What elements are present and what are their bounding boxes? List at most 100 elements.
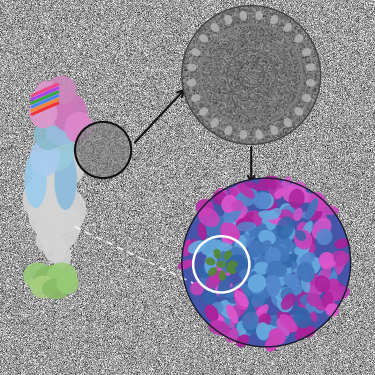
Ellipse shape xyxy=(246,284,258,296)
Ellipse shape xyxy=(231,200,244,211)
Ellipse shape xyxy=(259,215,280,233)
Ellipse shape xyxy=(187,79,196,87)
Ellipse shape xyxy=(280,273,292,293)
Ellipse shape xyxy=(307,257,321,274)
Ellipse shape xyxy=(290,282,302,295)
Ellipse shape xyxy=(294,267,313,277)
Ellipse shape xyxy=(215,220,234,240)
Ellipse shape xyxy=(255,10,263,20)
Ellipse shape xyxy=(28,189,69,238)
Ellipse shape xyxy=(255,130,263,140)
Ellipse shape xyxy=(243,182,261,192)
Ellipse shape xyxy=(298,293,311,310)
Ellipse shape xyxy=(258,230,276,245)
Ellipse shape xyxy=(267,261,280,272)
Ellipse shape xyxy=(267,251,276,263)
Ellipse shape xyxy=(271,276,284,289)
Ellipse shape xyxy=(178,260,194,270)
Ellipse shape xyxy=(223,314,238,328)
Ellipse shape xyxy=(276,209,288,226)
Ellipse shape xyxy=(309,192,326,211)
Ellipse shape xyxy=(254,258,270,274)
Ellipse shape xyxy=(306,301,316,313)
Ellipse shape xyxy=(248,274,266,292)
Ellipse shape xyxy=(230,292,244,306)
Ellipse shape xyxy=(258,193,274,209)
Ellipse shape xyxy=(268,264,283,280)
Ellipse shape xyxy=(251,293,265,308)
Ellipse shape xyxy=(256,322,270,340)
Ellipse shape xyxy=(297,291,310,305)
Ellipse shape xyxy=(256,255,277,270)
Ellipse shape xyxy=(253,249,274,269)
Ellipse shape xyxy=(244,229,255,239)
Ellipse shape xyxy=(243,312,261,333)
Ellipse shape xyxy=(51,93,87,132)
Ellipse shape xyxy=(280,225,296,242)
Ellipse shape xyxy=(266,261,279,276)
Ellipse shape xyxy=(43,150,84,188)
Ellipse shape xyxy=(214,250,231,268)
Ellipse shape xyxy=(293,307,311,328)
Ellipse shape xyxy=(224,15,232,24)
Ellipse shape xyxy=(236,209,250,222)
Ellipse shape xyxy=(260,234,272,257)
Ellipse shape xyxy=(232,282,248,297)
Ellipse shape xyxy=(262,267,277,280)
Ellipse shape xyxy=(307,231,315,254)
Ellipse shape xyxy=(240,224,256,236)
Ellipse shape xyxy=(266,224,278,238)
Ellipse shape xyxy=(330,251,350,266)
Ellipse shape xyxy=(267,178,277,190)
Ellipse shape xyxy=(319,266,332,284)
Ellipse shape xyxy=(260,255,277,272)
Ellipse shape xyxy=(258,186,274,206)
Ellipse shape xyxy=(334,238,349,249)
Ellipse shape xyxy=(243,210,263,228)
Ellipse shape xyxy=(322,303,336,313)
Ellipse shape xyxy=(256,240,272,255)
Ellipse shape xyxy=(220,222,240,242)
Ellipse shape xyxy=(306,206,322,221)
Ellipse shape xyxy=(240,10,247,20)
Ellipse shape xyxy=(294,34,303,43)
Ellipse shape xyxy=(64,112,93,143)
Ellipse shape xyxy=(239,257,258,278)
Ellipse shape xyxy=(231,202,248,219)
Ellipse shape xyxy=(198,264,216,278)
Ellipse shape xyxy=(324,279,339,293)
Ellipse shape xyxy=(285,280,297,292)
Ellipse shape xyxy=(228,247,240,259)
Ellipse shape xyxy=(213,249,221,259)
Ellipse shape xyxy=(274,279,287,293)
Ellipse shape xyxy=(239,256,251,264)
Ellipse shape xyxy=(282,273,296,284)
Ellipse shape xyxy=(256,255,272,269)
Ellipse shape xyxy=(240,130,247,140)
Ellipse shape xyxy=(248,243,266,262)
Ellipse shape xyxy=(279,209,294,223)
Ellipse shape xyxy=(268,231,285,248)
Ellipse shape xyxy=(218,275,231,298)
Ellipse shape xyxy=(205,217,225,238)
Ellipse shape xyxy=(306,198,318,220)
Ellipse shape xyxy=(251,268,270,280)
Ellipse shape xyxy=(259,270,279,284)
Ellipse shape xyxy=(321,260,336,269)
Ellipse shape xyxy=(199,107,208,116)
Ellipse shape xyxy=(255,255,276,273)
Ellipse shape xyxy=(293,254,312,268)
Ellipse shape xyxy=(39,167,77,208)
Ellipse shape xyxy=(248,248,264,267)
Ellipse shape xyxy=(316,228,328,238)
Ellipse shape xyxy=(244,302,258,325)
Ellipse shape xyxy=(280,203,293,215)
Ellipse shape xyxy=(207,309,220,321)
Ellipse shape xyxy=(274,250,287,263)
Ellipse shape xyxy=(215,281,233,297)
Ellipse shape xyxy=(280,261,297,271)
Ellipse shape xyxy=(257,255,273,269)
Ellipse shape xyxy=(290,314,306,331)
Ellipse shape xyxy=(267,216,289,226)
Ellipse shape xyxy=(314,301,338,311)
